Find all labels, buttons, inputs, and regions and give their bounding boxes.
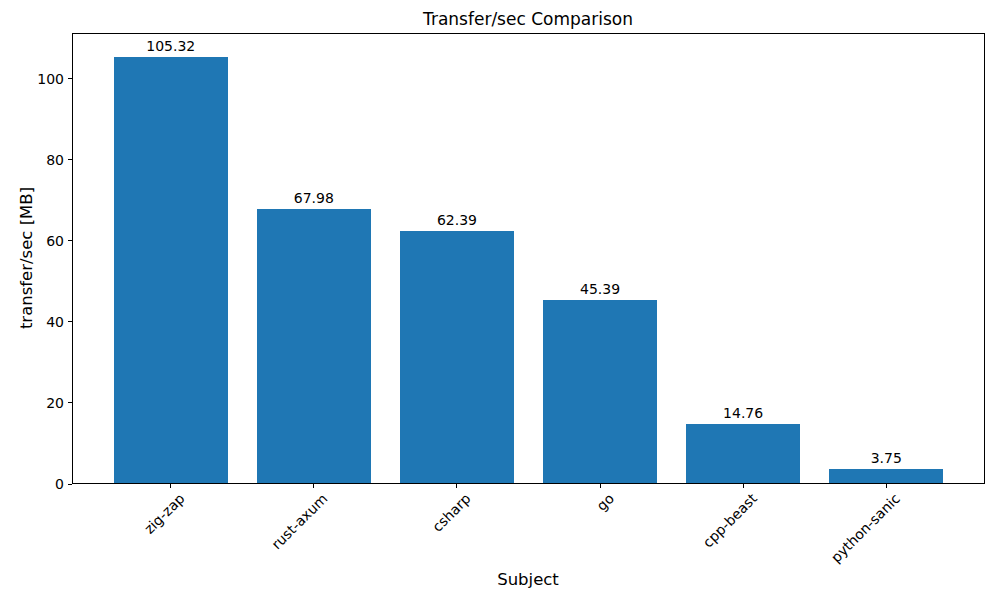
y-tick-mark	[68, 159, 72, 160]
bar-value-label: 45.39	[540, 282, 660, 296]
x-tick-mark	[886, 484, 887, 488]
x-tick-mark	[170, 484, 171, 488]
bar-value-label: 105.32	[111, 39, 231, 53]
y-tick-mark	[68, 321, 72, 322]
bar-zig-zap	[114, 57, 228, 484]
y-tick-mark	[68, 484, 72, 485]
y-tick-mark	[68, 240, 72, 241]
bar-value-label: 62.39	[397, 213, 517, 227]
y-tick-mark	[68, 402, 72, 403]
bar-cpp-beast	[686, 424, 800, 484]
y-tick-mark	[68, 78, 72, 79]
x-tick-mark	[313, 484, 314, 488]
y-tick-label: 100	[20, 71, 64, 87]
x-tick-label-go: go	[594, 491, 617, 514]
x-tick-label-cpp-beast: cpp-beast	[700, 491, 760, 551]
chart-title: Transfer/sec Comparison	[328, 9, 728, 29]
x-tick-label-rust-axum: rust-axum	[269, 491, 330, 552]
bar-go	[543, 300, 657, 484]
x-axis-label: Subject	[378, 570, 678, 589]
y-tick-label: 0	[20, 476, 64, 492]
x-tick-mark	[456, 484, 457, 488]
x-tick-label-csharp: csharp	[430, 491, 474, 535]
x-tick-mark	[600, 484, 601, 488]
bar-value-label: 67.98	[254, 191, 374, 205]
bar-value-label: 3.75	[826, 451, 946, 465]
x-tick-label-zig-zap: zig-zap	[141, 491, 187, 537]
bar-rust-axum	[257, 209, 371, 484]
bar-chart-figure: Transfer/sec Comparison transfer/sec [MB…	[0, 0, 1000, 600]
plot-items: 020406080100105.32zig-zap67.98rust-axum6…	[0, 0, 1000, 600]
bar-csharp	[400, 231, 514, 484]
bar-python-sanic	[829, 469, 943, 484]
bar-value-label: 14.76	[683, 406, 803, 420]
y-axis-label: transfer/sec [MB]	[17, 108, 37, 408]
x-tick-label-python-sanic: python-sanic	[828, 491, 903, 566]
x-tick-mark	[743, 484, 744, 488]
